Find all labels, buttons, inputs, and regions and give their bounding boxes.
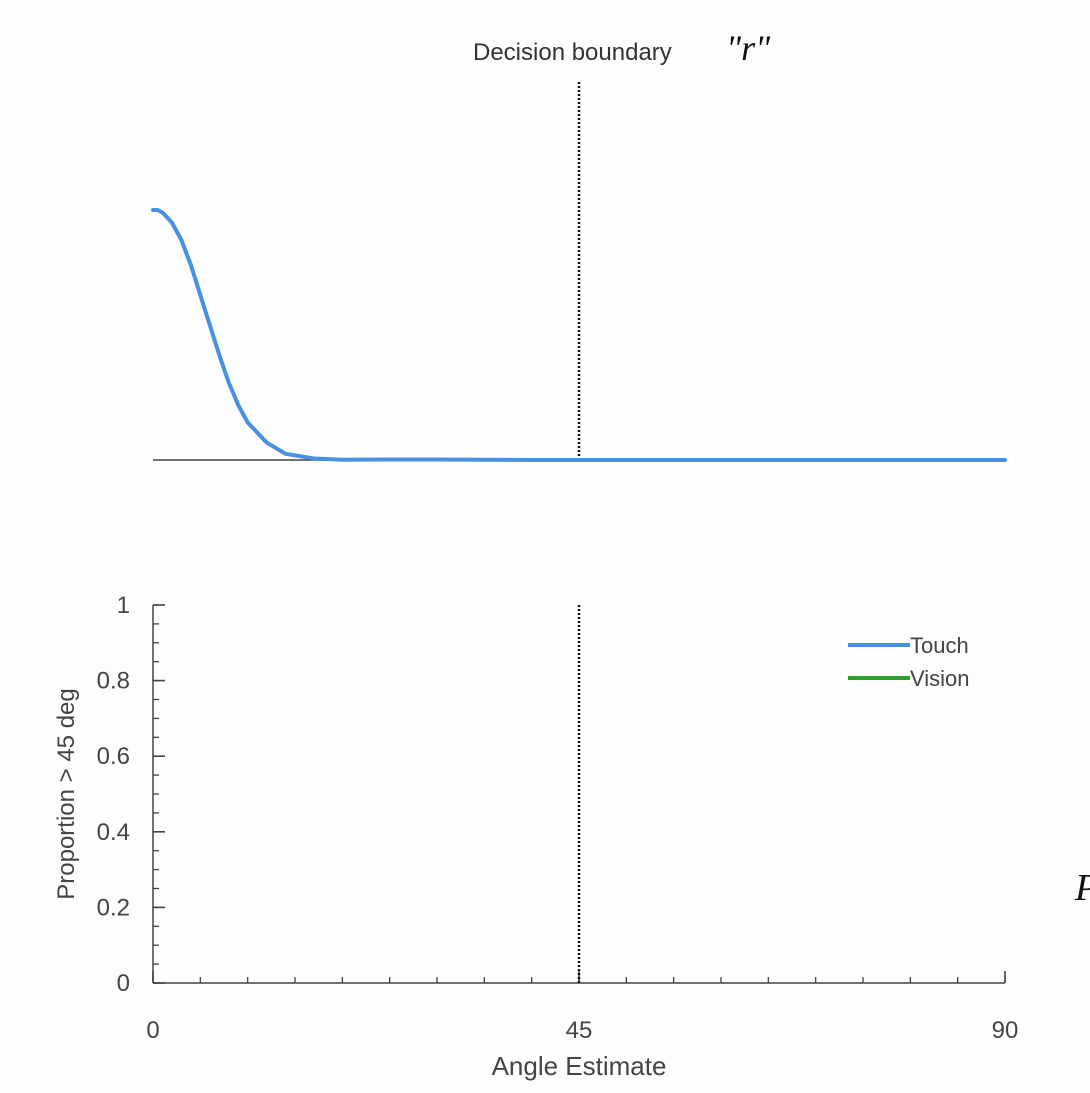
y-tick-label: 0.6	[97, 743, 130, 770]
decision-boundary-symbol: "r"	[726, 28, 771, 68]
decision-boundary-label: Decision boundary	[473, 39, 672, 66]
x-axis-label: Angle Estimate	[492, 1051, 667, 1081]
x-tick-label: 90	[992, 1017, 1019, 1044]
y-tick-label: 0.2	[97, 894, 130, 921]
x-ticks: 0 45 90	[146, 971, 1018, 1044]
y-minor-ticks	[153, 604, 159, 984]
legend-label-touch: Touch	[910, 633, 969, 658]
y-ticks: 0 0.2 0.4 0.6 0.8 1	[97, 592, 165, 997]
legend: Touch Vision	[848, 633, 970, 691]
y-tick-label: 0	[117, 970, 130, 997]
y-axis-label: Proportion > 45 deg	[53, 688, 80, 900]
y-tick-label: 0.4	[97, 819, 130, 846]
top-plot: Decision boundary "r"	[151, 28, 1007, 462]
y-tick-label: 0.8	[97, 668, 130, 695]
edge-glyph: P	[1074, 867, 1090, 909]
top-series	[151, 208, 1007, 462]
legend-label-vision: Vision	[910, 666, 970, 691]
x-tick-label: 0	[146, 1017, 159, 1044]
series-line-touch	[151, 208, 1007, 462]
y-tick-label: 1	[117, 592, 130, 619]
x-tick-label: 45	[566, 1017, 593, 1044]
bottom-plot: 0 45 90 0 0.2 0.4 0.6 0.8 1 Angle Estimate Prop…	[53, 592, 1018, 1081]
